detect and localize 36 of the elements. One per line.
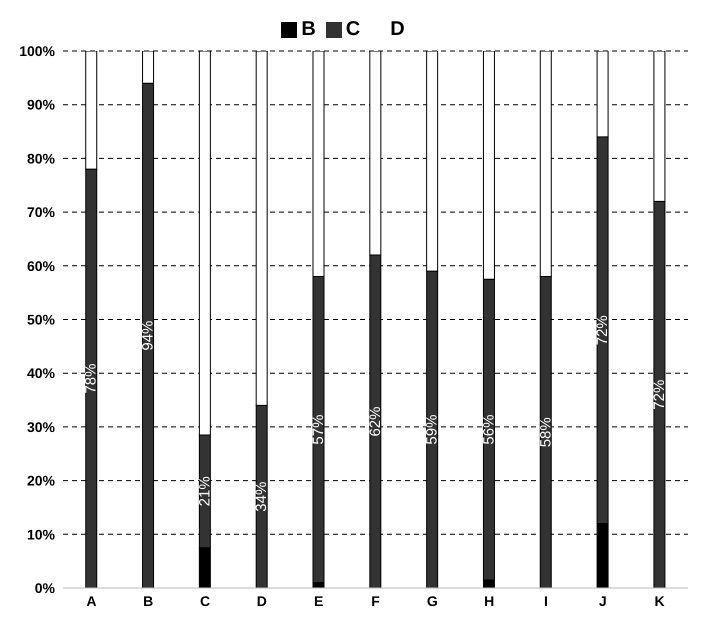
y-tick-label: 80% bbox=[26, 150, 56, 166]
y-tick-label: 50% bbox=[26, 311, 56, 328]
x-tick-label: F bbox=[371, 592, 380, 609]
y-tick-label: 40% bbox=[26, 365, 56, 382]
x-tick-label: C bbox=[200, 592, 210, 609]
x-tick-label: E bbox=[314, 592, 324, 609]
y-tick-label: 60% bbox=[26, 258, 56, 274]
data-label: 78% bbox=[82, 364, 100, 394]
y-tick-label: 100% bbox=[19, 42, 56, 59]
x-tick-label: I bbox=[544, 592, 548, 609]
legend-label: B bbox=[301, 18, 316, 40]
x-tick-label: J bbox=[598, 592, 607, 609]
data-label: 34% bbox=[253, 482, 270, 512]
data-label: 56% bbox=[480, 414, 498, 445]
y-tick-label: 90% bbox=[26, 96, 56, 113]
data-label: 62% bbox=[366, 406, 384, 437]
x-tick-label: G bbox=[426, 592, 438, 609]
y-tick-label: 70% bbox=[26, 204, 56, 220]
data-label: 94% bbox=[140, 320, 157, 351]
data-label: 57% bbox=[310, 414, 327, 445]
y-tick-label: 10% bbox=[26, 526, 56, 542]
x-tick-label: H bbox=[484, 592, 494, 609]
data-label: 58% bbox=[537, 417, 554, 448]
y-tick-label: 30% bbox=[26, 418, 56, 435]
data-label: 72% bbox=[650, 380, 668, 410]
series-label: D bbox=[390, 18, 405, 40]
y-tick-label: 0% bbox=[34, 580, 56, 596]
data-label: 72% bbox=[594, 315, 612, 346]
x-tick-label: A bbox=[86, 592, 96, 609]
x-tick-label: D bbox=[256, 592, 267, 609]
y-tick-label: 20% bbox=[26, 472, 56, 489]
data-label: 21% bbox=[196, 476, 214, 506]
legend-label: C bbox=[346, 18, 360, 40]
x-tick-label: K bbox=[654, 592, 665, 609]
x-tick-label: B bbox=[143, 592, 154, 609]
data-label: 59% bbox=[424, 414, 441, 445]
